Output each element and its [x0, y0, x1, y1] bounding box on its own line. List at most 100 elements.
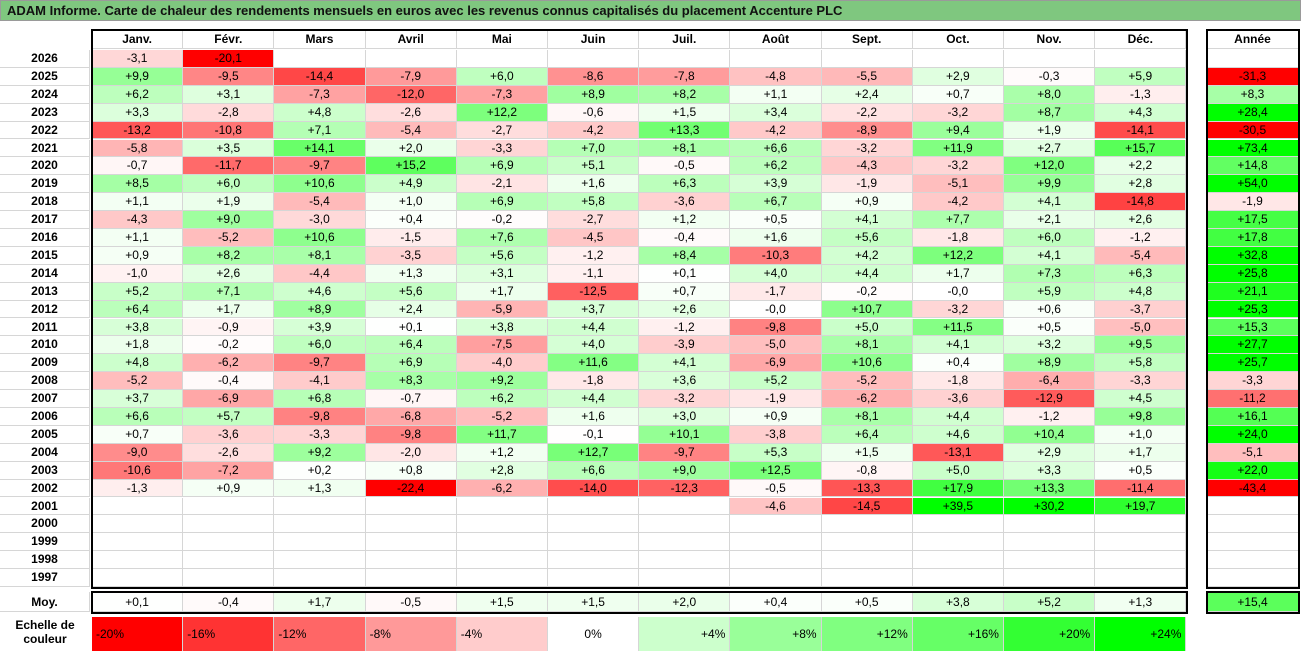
year-label: 2005 [0, 425, 90, 444]
heatmap-cell [183, 533, 275, 552]
year-label: 2023 [0, 103, 90, 122]
heatmap-cell [821, 533, 913, 552]
heatmap-cell: +1,6 [548, 408, 640, 426]
heatmap-cell: +6,3 [1095, 264, 1187, 283]
heatmap-cell: -11,7 [183, 157, 275, 176]
annual-cell: +21,1 [1207, 282, 1299, 301]
heatmap-cell: +4,1 [639, 354, 731, 373]
average-cell: +1,5 [456, 592, 548, 612]
heatmap-cell: -3,7 [1095, 300, 1187, 319]
month-header: Avril [365, 31, 457, 49]
year-label: 2024 [0, 85, 90, 104]
heatmap-cell: +3,3 [1004, 461, 1096, 480]
heatmap-cell [730, 515, 822, 534]
heatmap-cell: +4,2 [821, 246, 913, 265]
heatmap-cell: +6,2 [456, 390, 548, 408]
heatmap-cell: -5,9 [456, 300, 548, 319]
heatmap-cell: +0,5 [1004, 318, 1096, 337]
scale-swatch: 0% [548, 617, 640, 651]
heatmap-cell: +4,9 [365, 175, 457, 194]
heatmap-cell: +39,5 [912, 497, 1004, 516]
annual-cell [1207, 569, 1299, 587]
annual-header: Année [1207, 31, 1299, 49]
year-label: 2020 [0, 157, 90, 176]
heatmap-cell: -4,2 [912, 193, 1004, 212]
heatmap-cell: +3,2 [1004, 336, 1096, 355]
month-header: Mars [274, 31, 366, 49]
average-cell: +1,3 [1095, 592, 1187, 612]
heatmap-cell: -9,7 [274, 157, 366, 176]
heatmap-cell: +6,9 [365, 354, 457, 373]
heatmap-cell: -2,7 [456, 121, 548, 140]
heatmap-cell: -14,4 [274, 67, 366, 86]
heatmap-cell: +4,1 [1004, 193, 1096, 212]
heatmap-cell: -2,6 [365, 103, 457, 122]
heatmap-cell: +10,6 [274, 229, 366, 247]
heatmap-cell: -5,2 [821, 372, 913, 391]
year-label: 2008 [0, 372, 90, 391]
heatmap-cell: -3,3 [274, 425, 366, 444]
heatmap-cell: +10,4 [1004, 425, 1096, 444]
heatmap-cell: -5,2 [456, 408, 548, 426]
annual-cell: +14,8 [1207, 157, 1299, 176]
heatmap-cell: +0,1 [365, 318, 457, 337]
heatmap-cell: +6,4 [821, 425, 913, 444]
heatmap-cell: -1,8 [912, 372, 1004, 391]
heatmap-cell: +12,5 [730, 461, 822, 480]
heatmap-cell [821, 569, 913, 587]
heatmap-cell: +14,1 [274, 139, 366, 158]
year-label: 2025 [0, 67, 90, 86]
month-header: Mai [456, 31, 548, 49]
heatmap-cell: -14,1 [1095, 121, 1187, 140]
heatmap-cell: +0,7 [912, 85, 1004, 104]
heatmap-cell: +4,4 [548, 318, 640, 337]
heatmap-cell: +12,2 [912, 246, 1004, 265]
heatmap-cell: +9,2 [274, 443, 366, 462]
scale-label-line1: Echelle de [15, 618, 75, 632]
heatmap-cell: +8,9 [274, 300, 366, 319]
heatmap-cell: -2,6 [183, 443, 275, 462]
scale-swatch: +8% [730, 617, 822, 651]
heatmap-cell: -0,1 [548, 425, 640, 444]
heatmap-cell [639, 533, 731, 552]
heatmap-cell: +6,0 [183, 175, 275, 194]
annual-cell: +8,3 [1207, 85, 1299, 104]
heatmap-cell: -2,0 [365, 443, 457, 462]
heatmap-cell: -3,6 [183, 425, 275, 444]
annual-cell: +73,4 [1207, 139, 1299, 158]
year-label: 2012 [0, 300, 90, 319]
scale-swatch: +24% [1095, 617, 1187, 651]
heatmap-cell: +1,0 [365, 193, 457, 212]
heatmap-cell: +3,8 [456, 318, 548, 337]
heatmap-cell [1095, 515, 1187, 534]
heatmap-cell: -2,2 [821, 103, 913, 122]
average-annual-cell: +15,4 [1207, 592, 1299, 612]
heatmap-cell: +7,6 [456, 229, 548, 247]
heatmap-cell: -5,8 [92, 139, 184, 158]
heatmap-cell [456, 569, 548, 587]
heatmap-cell: +4,4 [548, 390, 640, 408]
heatmap-cell: +5,8 [1095, 354, 1187, 373]
heatmap-cell: -3,2 [639, 390, 731, 408]
heatmap-cell: -1,8 [912, 229, 1004, 247]
heatmap-cell: -1,2 [639, 318, 731, 337]
heatmap-cell: +0,4 [912, 354, 1004, 373]
heatmap-cell: -12,9 [1004, 390, 1096, 408]
month-header: Oct. [912, 31, 1004, 49]
heatmap-cell: -0,2 [456, 211, 548, 229]
heatmap-cell [639, 551, 731, 570]
heatmap-cell: +1,7 [456, 282, 548, 301]
annual-cell [1207, 551, 1299, 570]
heatmap-cell [456, 497, 548, 516]
heatmap-cell [274, 50, 366, 68]
scale-swatch: +16% [912, 617, 1004, 651]
heatmap-cell: -7,3 [274, 85, 366, 104]
heatmap-cell: -7,8 [639, 67, 731, 86]
annual-cell: -31,3 [1207, 67, 1299, 86]
heatmap-cell: -20,1 [183, 50, 275, 68]
heatmap-cell [1095, 569, 1187, 587]
heatmap-cell [92, 497, 184, 516]
heatmap-cell: +8,1 [639, 139, 731, 158]
heatmap-cell: +3,5 [183, 139, 275, 158]
heatmap-cell: +6,7 [730, 193, 822, 212]
